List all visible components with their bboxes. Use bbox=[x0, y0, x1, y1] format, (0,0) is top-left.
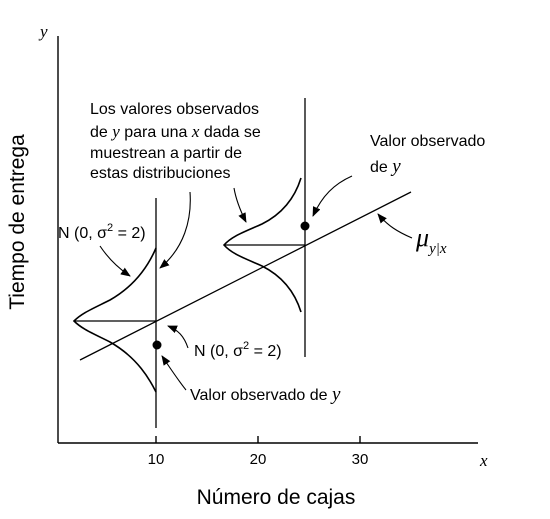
regression-line bbox=[79, 191, 412, 361]
arrow-observed-right bbox=[312, 175, 353, 217]
regression-label: μy|x bbox=[415, 223, 447, 257]
observed-bottom-label: Valor observado de y bbox=[190, 384, 341, 405]
x-tick-label-30: 30 bbox=[352, 451, 369, 468]
sampling-note-line-4: estas distribuciones bbox=[90, 165, 231, 182]
sampling-note-line-2: de y para una x dada se bbox=[90, 122, 261, 141]
arrow-regression-label bbox=[377, 213, 413, 239]
arrow-note-to-right-curve bbox=[233, 187, 247, 223]
x-tick-label-20: 20 bbox=[250, 451, 267, 468]
arrow-note-to-left-line bbox=[159, 191, 191, 269]
arrow-observed-bottom bbox=[161, 355, 187, 391]
y-axis-title: Tiempo de entrega bbox=[6, 134, 29, 310]
normal-curve-left bbox=[72, 247, 157, 393]
observed-point-right bbox=[300, 221, 310, 231]
observed-right-line-2: de y bbox=[370, 156, 401, 177]
observed-right-line-1: Valor observado bbox=[370, 133, 485, 150]
dist-label-left: N (0, σ2 = 2) bbox=[58, 222, 146, 242]
x-axis-title: Número de cajas bbox=[197, 486, 356, 509]
y-axis-variable: y bbox=[38, 22, 48, 41]
x-tick-label-10: 10 bbox=[148, 451, 165, 468]
arrow-dist-right-label bbox=[167, 325, 189, 349]
arrow-dist-left-label bbox=[99, 245, 131, 277]
x-axis-variable: x bbox=[479, 451, 488, 470]
sampling-note-line-3: muestrean a partir de bbox=[90, 145, 242, 162]
dist-label-right: N (0, σ2 = 2) bbox=[194, 340, 282, 360]
sampling-note-line-1: Los valores observados bbox=[90, 101, 259, 118]
observed-point-left bbox=[152, 340, 162, 350]
